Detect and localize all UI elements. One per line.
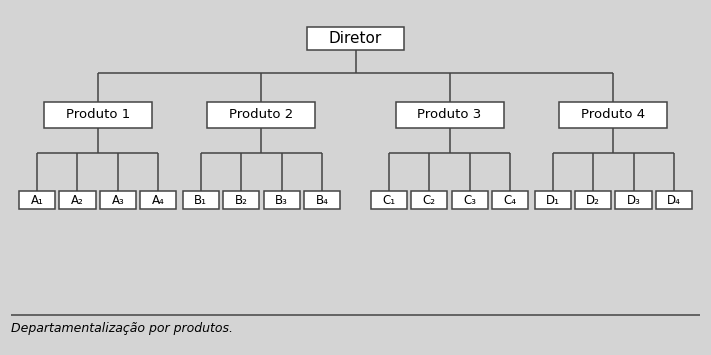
- FancyBboxPatch shape: [492, 191, 528, 209]
- Text: B₄: B₄: [316, 193, 328, 207]
- Text: A₂: A₂: [71, 193, 84, 207]
- FancyBboxPatch shape: [656, 191, 692, 209]
- FancyBboxPatch shape: [60, 191, 95, 209]
- Text: D₃: D₃: [626, 193, 641, 207]
- FancyBboxPatch shape: [395, 102, 503, 128]
- Text: Produto 1: Produto 1: [65, 108, 130, 121]
- FancyBboxPatch shape: [560, 102, 668, 128]
- FancyBboxPatch shape: [535, 191, 571, 209]
- FancyBboxPatch shape: [264, 191, 300, 209]
- FancyBboxPatch shape: [371, 191, 407, 209]
- FancyBboxPatch shape: [208, 102, 316, 128]
- FancyBboxPatch shape: [43, 102, 151, 128]
- Text: Produto 3: Produto 3: [417, 108, 481, 121]
- Text: D₁: D₁: [545, 193, 560, 207]
- FancyBboxPatch shape: [223, 191, 260, 209]
- Text: B₂: B₂: [235, 193, 247, 207]
- Text: D₄: D₄: [667, 193, 681, 207]
- FancyBboxPatch shape: [411, 191, 447, 209]
- Text: A₁: A₁: [31, 193, 43, 207]
- FancyBboxPatch shape: [140, 191, 176, 209]
- FancyBboxPatch shape: [575, 191, 611, 209]
- FancyBboxPatch shape: [100, 191, 136, 209]
- FancyBboxPatch shape: [451, 191, 488, 209]
- Text: A₄: A₄: [152, 193, 165, 207]
- FancyBboxPatch shape: [306, 27, 405, 50]
- Text: B₁: B₁: [194, 193, 208, 207]
- FancyBboxPatch shape: [616, 191, 651, 209]
- FancyBboxPatch shape: [304, 191, 340, 209]
- Text: C₁: C₁: [383, 193, 395, 207]
- Text: D₂: D₂: [586, 193, 600, 207]
- Text: Produto 4: Produto 4: [582, 108, 646, 121]
- Text: Produto 2: Produto 2: [230, 108, 294, 121]
- Text: A₃: A₃: [112, 193, 124, 207]
- FancyBboxPatch shape: [183, 191, 219, 209]
- Text: C₃: C₃: [464, 193, 476, 207]
- Text: Departamentalização por produtos.: Departamentalização por produtos.: [11, 322, 232, 335]
- FancyBboxPatch shape: [19, 191, 55, 209]
- Text: Diretor: Diretor: [329, 31, 382, 46]
- Text: B₃: B₃: [275, 193, 288, 207]
- Text: C₄: C₄: [503, 193, 517, 207]
- Text: C₂: C₂: [423, 193, 436, 207]
